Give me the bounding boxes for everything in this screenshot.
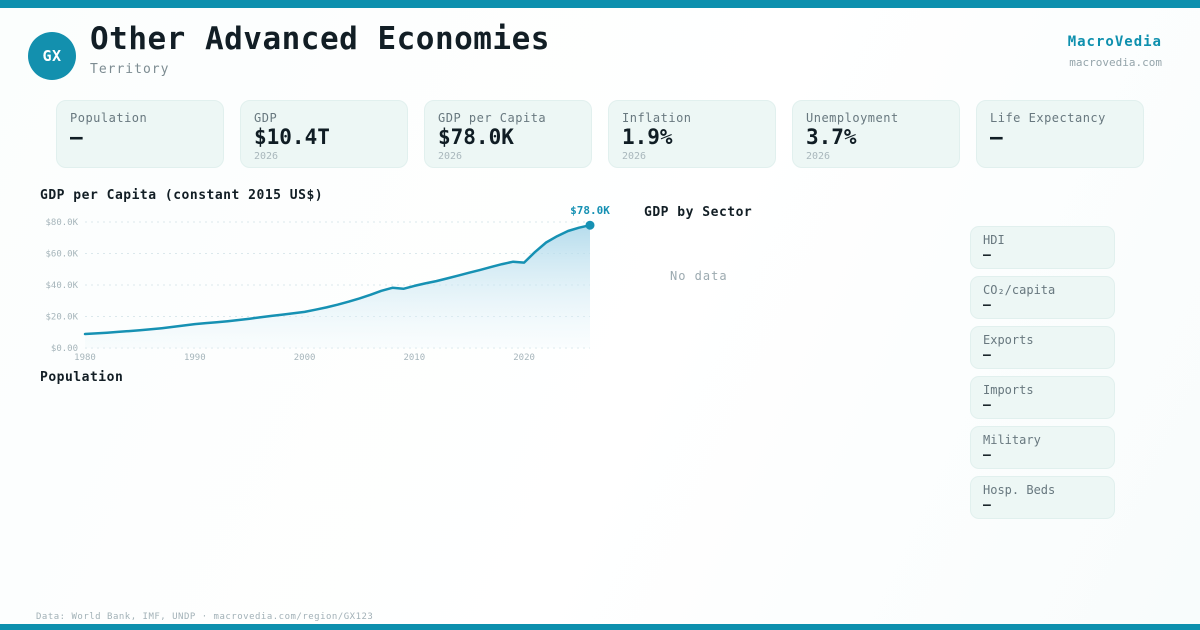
- stat-year: 2026: [622, 151, 647, 163]
- stat-value: $10.4T: [254, 125, 330, 149]
- indicator-value: —: [983, 248, 991, 263]
- page-title: Other Advanced Economies: [90, 21, 550, 57]
- indicator-label: Military: [983, 433, 1041, 447]
- svg-text:$40.0K: $40.0K: [45, 281, 78, 291]
- indicator-card-imports: Imports —: [970, 376, 1115, 419]
- region-code-badge: GX: [28, 32, 76, 80]
- indicator-card-co2: CO₂/capita —: [970, 276, 1115, 319]
- stat-value: $78.0K: [438, 125, 514, 149]
- indicator-card-exports: Exports —: [970, 326, 1115, 369]
- indicator-label: CO₂/capita: [983, 283, 1056, 297]
- stat-label: GDP per Capita: [438, 111, 547, 125]
- stat-card-gdp: GDP $10.4T 2026: [240, 100, 408, 168]
- svg-text:$60.0K: $60.0K: [45, 250, 78, 260]
- indicator-value: —: [983, 398, 991, 413]
- indicator-value: —: [983, 348, 991, 363]
- sector-no-data-label: No data: [670, 269, 728, 283]
- chart-end-dot: [585, 220, 595, 230]
- chart-end-label: $78.0K: [570, 204, 610, 217]
- top-accent-bar: [0, 0, 1200, 8]
- stat-value: —: [990, 125, 1003, 149]
- brand-block: MacroVedia macrovedia.com: [1068, 34, 1162, 69]
- svg-text:$20.0K: $20.0K: [45, 313, 78, 323]
- population-section-title: Population: [40, 370, 124, 385]
- region-code-label: GX: [42, 47, 62, 65]
- stats-row: Population — GDP $10.4T 2026 GDP per Cap…: [56, 100, 1144, 168]
- stat-value: —: [70, 125, 83, 149]
- stat-value: 1.9%: [622, 125, 673, 149]
- indicator-value: —: [983, 298, 991, 313]
- stat-label: Inflation: [622, 111, 692, 125]
- indicator-column: HDI — CO₂/capita — Exports — Imports — M…: [970, 226, 1115, 519]
- svg-text:2010: 2010: [403, 353, 425, 363]
- indicator-card-military: Military —: [970, 426, 1115, 469]
- stat-value: 3.7%: [806, 125, 857, 149]
- svg-text:2020: 2020: [513, 353, 535, 363]
- svg-text:1990: 1990: [184, 353, 206, 363]
- stat-card-inflation: Inflation 1.9% 2026: [608, 100, 776, 168]
- indicator-value: —: [983, 498, 991, 513]
- svg-text:$0.00: $0.00: [51, 344, 78, 354]
- indicator-value: —: [983, 448, 991, 463]
- brand-domain: macrovedia.com: [1069, 56, 1162, 69]
- stat-card-life-expectancy: Life Expectancy —: [976, 100, 1144, 168]
- svg-text:1980: 1980: [74, 353, 96, 363]
- stat-year: 2026: [254, 151, 279, 163]
- gdp-by-sector-title: GDP by Sector: [644, 205, 753, 220]
- bottom-accent-bar: [0, 624, 1200, 630]
- indicator-label: Exports: [983, 333, 1034, 347]
- data-attribution: Data: World Bank, IMF, UNDP · macrovedia…: [36, 612, 374, 622]
- brand-name: MacroVedia: [1067, 34, 1162, 50]
- stat-label: GDP: [254, 111, 278, 125]
- svg-text:2000: 2000: [294, 353, 316, 363]
- header: Other Advanced Economies Territory: [90, 21, 550, 77]
- indicator-label: Imports: [983, 383, 1034, 397]
- indicator-card-hdi: HDI —: [970, 226, 1115, 269]
- stat-year: 2026: [438, 151, 463, 163]
- stat-label: Life Expectancy: [990, 111, 1106, 125]
- gdp-per-capita-chart: $0.00 $20.0K $40.0K $60.0K $80.0K 1980 1990 200…: [45, 204, 610, 363]
- stat-card-gdp-per-capita: GDP per Capita $78.0K 2026: [424, 100, 592, 168]
- stat-card-unemployment: Unemployment 3.7% 2026: [792, 100, 960, 168]
- indicator-label: Hosp. Beds: [983, 483, 1056, 497]
- indicator-label: HDI: [983, 233, 1005, 247]
- svg-text:$80.0K: $80.0K: [45, 218, 78, 228]
- stat-label: Population: [70, 111, 148, 125]
- indicator-card-hospital-beds: Hosp. Beds —: [970, 476, 1115, 519]
- stat-label: Unemployment: [806, 111, 899, 125]
- stat-year: 2026: [806, 151, 831, 163]
- region-type-label: Territory: [90, 62, 170, 77]
- stat-card-population: Population —: [56, 100, 224, 168]
- gdp-chart-title: GDP per Capita (constant 2015 US$): [40, 188, 324, 203]
